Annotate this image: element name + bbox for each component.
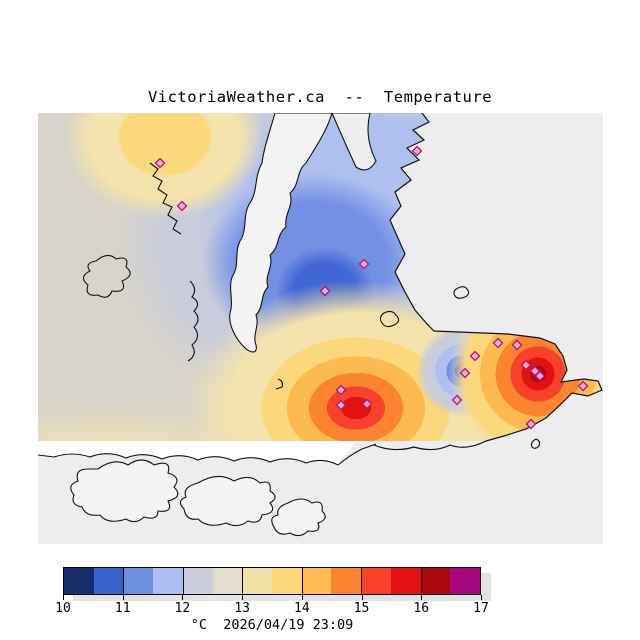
colorbar-segment bbox=[331, 568, 362, 594]
colorbar-segment bbox=[450, 568, 481, 594]
colorbar-tick bbox=[361, 595, 363, 600]
colorbar-integer-line bbox=[420, 568, 422, 594]
weather-station-marker bbox=[335, 399, 347, 411]
legend-caption: °C 2026/04/19 23:09 bbox=[190, 617, 354, 633]
weather-station-marker bbox=[411, 145, 423, 157]
colorbar-tick-labels: 10 11 12 13 14 15 16 17 bbox=[55, 601, 489, 616]
colorbar-segment bbox=[212, 568, 243, 594]
small-island-outline bbox=[530, 438, 541, 449]
weather-station-marker bbox=[176, 200, 188, 212]
coastline-gray-zone-east bbox=[337, 443, 377, 466]
colorbar-integer-line bbox=[301, 568, 303, 594]
weather-station-marker bbox=[154, 157, 166, 169]
coastline-portage-inlet bbox=[179, 475, 276, 527]
colorbar-segment bbox=[182, 568, 213, 594]
no-data-land-south bbox=[38, 441, 356, 465]
temperature-map bbox=[38, 113, 603, 544]
colorbar-segment bbox=[420, 568, 451, 594]
weather-station-marker bbox=[469, 350, 481, 362]
weather-station-marker bbox=[525, 418, 537, 430]
colorbar-integer-line bbox=[182, 568, 184, 594]
station-markers bbox=[154, 145, 589, 430]
colorbar-segment bbox=[64, 568, 94, 594]
colorbar-tick bbox=[63, 595, 64, 600]
colorbar-integer-line bbox=[242, 568, 244, 594]
channel-north-gap bbox=[331, 113, 377, 171]
weather-station-marker bbox=[451, 394, 463, 406]
colorbar-segment bbox=[390, 568, 421, 594]
colorbar-tick bbox=[301, 595, 303, 600]
temperature-contour-map bbox=[38, 113, 603, 544]
colorbar-segment bbox=[301, 568, 332, 594]
weather-station-marker bbox=[511, 339, 523, 351]
colorbar-tick bbox=[122, 595, 124, 600]
colorbar-tick-label: 10 bbox=[55, 601, 71, 616]
colorbar-segment bbox=[361, 568, 391, 594]
colorbar-tick-label: 15 bbox=[353, 601, 370, 616]
colorbar-tick-label: 11 bbox=[114, 601, 131, 616]
colorbar-tick-label: 14 bbox=[294, 601, 310, 616]
colorbar-integer-line bbox=[123, 568, 125, 594]
weather-station-marker bbox=[577, 380, 589, 392]
weather-station-marker bbox=[335, 384, 347, 396]
colorbar-tick-label: 12 bbox=[174, 601, 191, 616]
weather-station-marker bbox=[358, 258, 370, 270]
coastline-saanich-inlet bbox=[229, 113, 333, 353]
colorbar-tick bbox=[242, 595, 244, 600]
temperature-colorbar bbox=[63, 567, 481, 595]
colorbar-tick-label: 13 bbox=[234, 601, 250, 616]
colorbar-tick bbox=[481, 595, 482, 600]
colorbar-ticks bbox=[63, 595, 482, 601]
colorbar-tick bbox=[421, 595, 423, 600]
colorbar-segment bbox=[123, 568, 154, 594]
weather-station-marker bbox=[492, 337, 504, 349]
colorbar-tick-label: 16 bbox=[413, 601, 430, 616]
coastline-victoria-harbour bbox=[271, 498, 326, 537]
colorbar-segment bbox=[272, 568, 302, 594]
page-title: VictoriaWeather.ca -- Temperature bbox=[147, 88, 493, 106]
coastline-peninsula-east bbox=[373, 113, 603, 451]
weather-station-marker bbox=[459, 367, 471, 379]
colorbar-tick bbox=[182, 595, 184, 600]
colorbar-segment bbox=[153, 568, 183, 594]
island-outline-1 bbox=[379, 310, 400, 328]
weather-station-marker bbox=[319, 285, 331, 297]
island-outline-3 bbox=[275, 378, 284, 390]
colorbar-segment bbox=[242, 568, 273, 594]
colorbar-integer-line bbox=[361, 568, 363, 594]
colorbar-tick-label: 17 bbox=[473, 601, 489, 616]
weather-station-marker bbox=[534, 370, 546, 382]
coastline-cowichan bbox=[187, 280, 199, 362]
coastline-genoa-bay bbox=[82, 254, 131, 298]
coastline-south-shore bbox=[38, 453, 339, 466]
coastline-mill-bay bbox=[149, 162, 182, 235]
weather-station-marker bbox=[520, 359, 532, 371]
weather-station-marker bbox=[529, 365, 541, 377]
weather-station-marker bbox=[361, 398, 373, 410]
coastline-esquimalt-harbour bbox=[70, 459, 179, 523]
colorbar-segment bbox=[93, 568, 124, 594]
island-outline-2 bbox=[453, 286, 470, 299]
